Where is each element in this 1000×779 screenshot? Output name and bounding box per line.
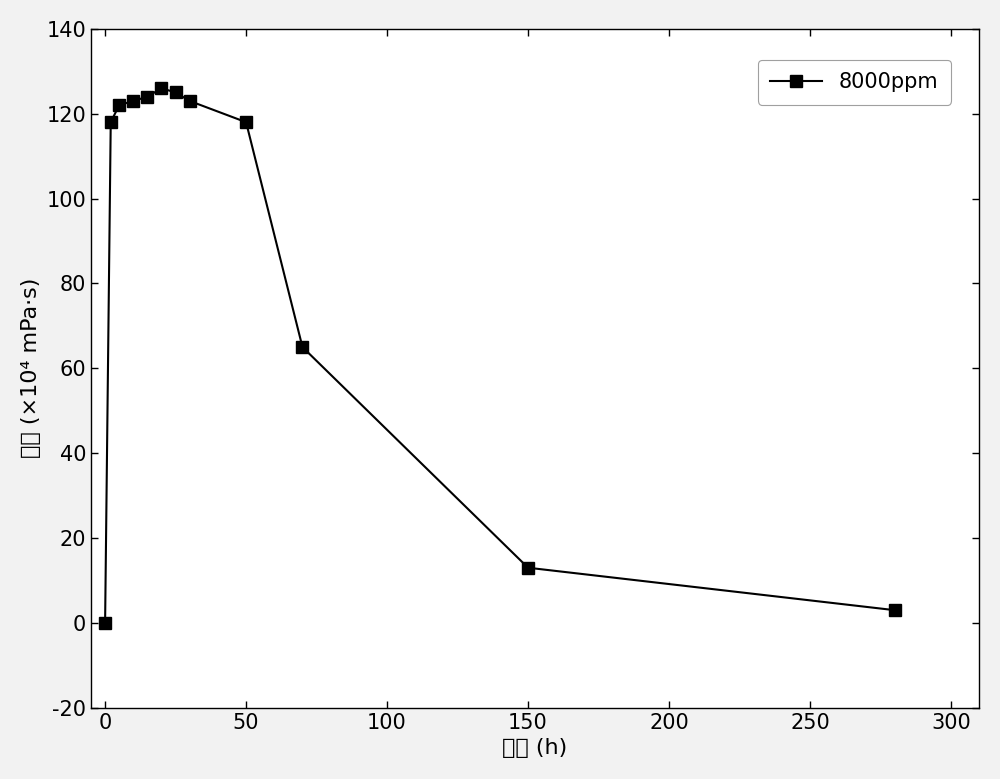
8000ppm bbox=[127, 97, 139, 106]
Y-axis label: 粘度 (×10⁴ mPa·s): 粘度 (×10⁴ mPa·s) bbox=[21, 278, 41, 459]
8000ppm bbox=[522, 563, 534, 573]
8000ppm bbox=[296, 343, 308, 352]
8000ppm bbox=[99, 619, 111, 628]
8000ppm bbox=[184, 97, 196, 106]
X-axis label: 时间 (h): 时间 (h) bbox=[502, 738, 568, 758]
8000ppm bbox=[155, 83, 167, 93]
8000ppm bbox=[170, 88, 182, 97]
8000ppm bbox=[240, 118, 252, 127]
8000ppm bbox=[141, 92, 153, 101]
8000ppm bbox=[113, 100, 125, 110]
8000ppm bbox=[105, 118, 117, 127]
8000ppm bbox=[889, 605, 901, 615]
Legend: 8000ppm: 8000ppm bbox=[758, 60, 951, 104]
Line: 8000ppm: 8000ppm bbox=[99, 82, 901, 629]
